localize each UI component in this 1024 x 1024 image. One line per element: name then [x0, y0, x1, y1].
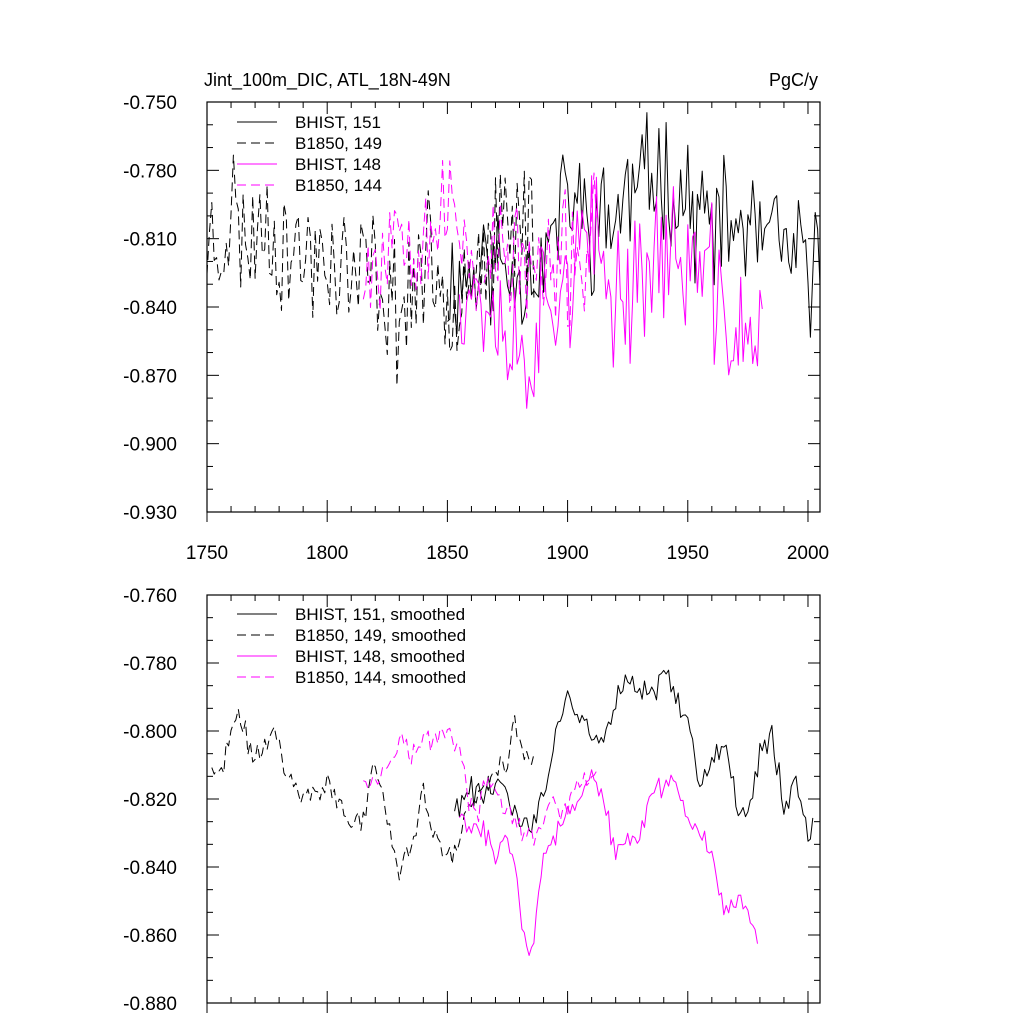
legend-label-bhist-151: BHIST, 151 [295, 113, 381, 132]
legend: BHIST, 151, smoothed B1850, 149, smoothe… [237, 605, 466, 687]
bottom-panel: -0.760 -0.780 -0.800 -0.820 -0.840 -0.860 -0.8… [123, 586, 821, 1015]
legend-label-b1850-149-smoothed: B1850, 149, smoothed [295, 626, 466, 645]
y-tick-label: -0.820 [123, 790, 177, 811]
series-line [458, 769, 758, 956]
series-line [447, 112, 821, 338]
series-line [206, 154, 535, 387]
plot-frame [206, 594, 821, 1004]
y-tick-label: -0.810 [123, 230, 177, 251]
chart-title: Jint_100m_DIC, ATL_18N-49N [204, 70, 451, 91]
y-tick-label: -0.880 [123, 994, 177, 1015]
legend-label-bhist-148: BHIST, 148 [295, 155, 381, 174]
plot-frame [206, 101, 821, 513]
units-label: PgC/y [769, 70, 818, 90]
y-tick-label: -0.900 [123, 435, 177, 456]
x-tick-labels: 1750 1800 1850 1900 1950 2000 [186, 543, 829, 564]
y-tick-label: -0.800 [123, 722, 177, 743]
y-tick-label: -0.870 [123, 366, 177, 387]
series-line [458, 175, 763, 409]
y-tick-label: -0.860 [123, 926, 177, 947]
y-tick-labels: -0.760 -0.780 -0.800 -0.820 -0.840 -0.860 -0.8… [123, 586, 177, 1015]
legend-label-b1850-144: B1850, 144 [295, 176, 382, 195]
x-tick-label: 1800 [306, 543, 348, 564]
series-layer [211, 669, 814, 956]
legend: BHIST, 151 B1850, 149 BHIST, 148 B1850, … [237, 113, 382, 195]
top-panel: Jint_100m_DIC, ATL_18N-49N PgC/y -0.750-… [123, 70, 829, 564]
y-tick-label: -0.840 [123, 298, 177, 319]
y-tick-label: -0.750 [123, 93, 177, 114]
y-tick-label: -0.760 [123, 586, 177, 607]
legend-label-b1850-144-smoothed: B1850, 144, smoothed [295, 668, 466, 687]
x-tick-label: 1850 [426, 543, 468, 564]
legend-label-bhist-148-smoothed: BHIST, 148, smoothed [295, 647, 465, 666]
series-line [211, 708, 535, 881]
y-tick-label: -0.840 [123, 858, 177, 879]
y-tick-labels: -0.750 -0.780 -0.810 -0.840 -0.870 -0.900 -0.9… [123, 93, 177, 524]
y-tick-label: -0.780 [123, 161, 177, 182]
legend-label-b1850-149: B1850, 149 [295, 134, 382, 153]
series-line [362, 160, 597, 327]
series-line [454, 669, 814, 842]
y-tick-label: -0.930 [123, 503, 177, 524]
x-tick-label: 1950 [667, 543, 709, 564]
x-tick-label: 1900 [546, 543, 588, 564]
x-tick-label: 1750 [186, 543, 228, 564]
y-tick-label: -0.780 [123, 654, 177, 675]
x-tick-label: 2000 [787, 543, 829, 564]
legend-label-bhist-151-smoothed: BHIST, 151, smoothed [295, 605, 465, 624]
series-layer [206, 112, 821, 409]
series-line [363, 727, 597, 846]
tick-layer [206, 594, 820, 1013]
